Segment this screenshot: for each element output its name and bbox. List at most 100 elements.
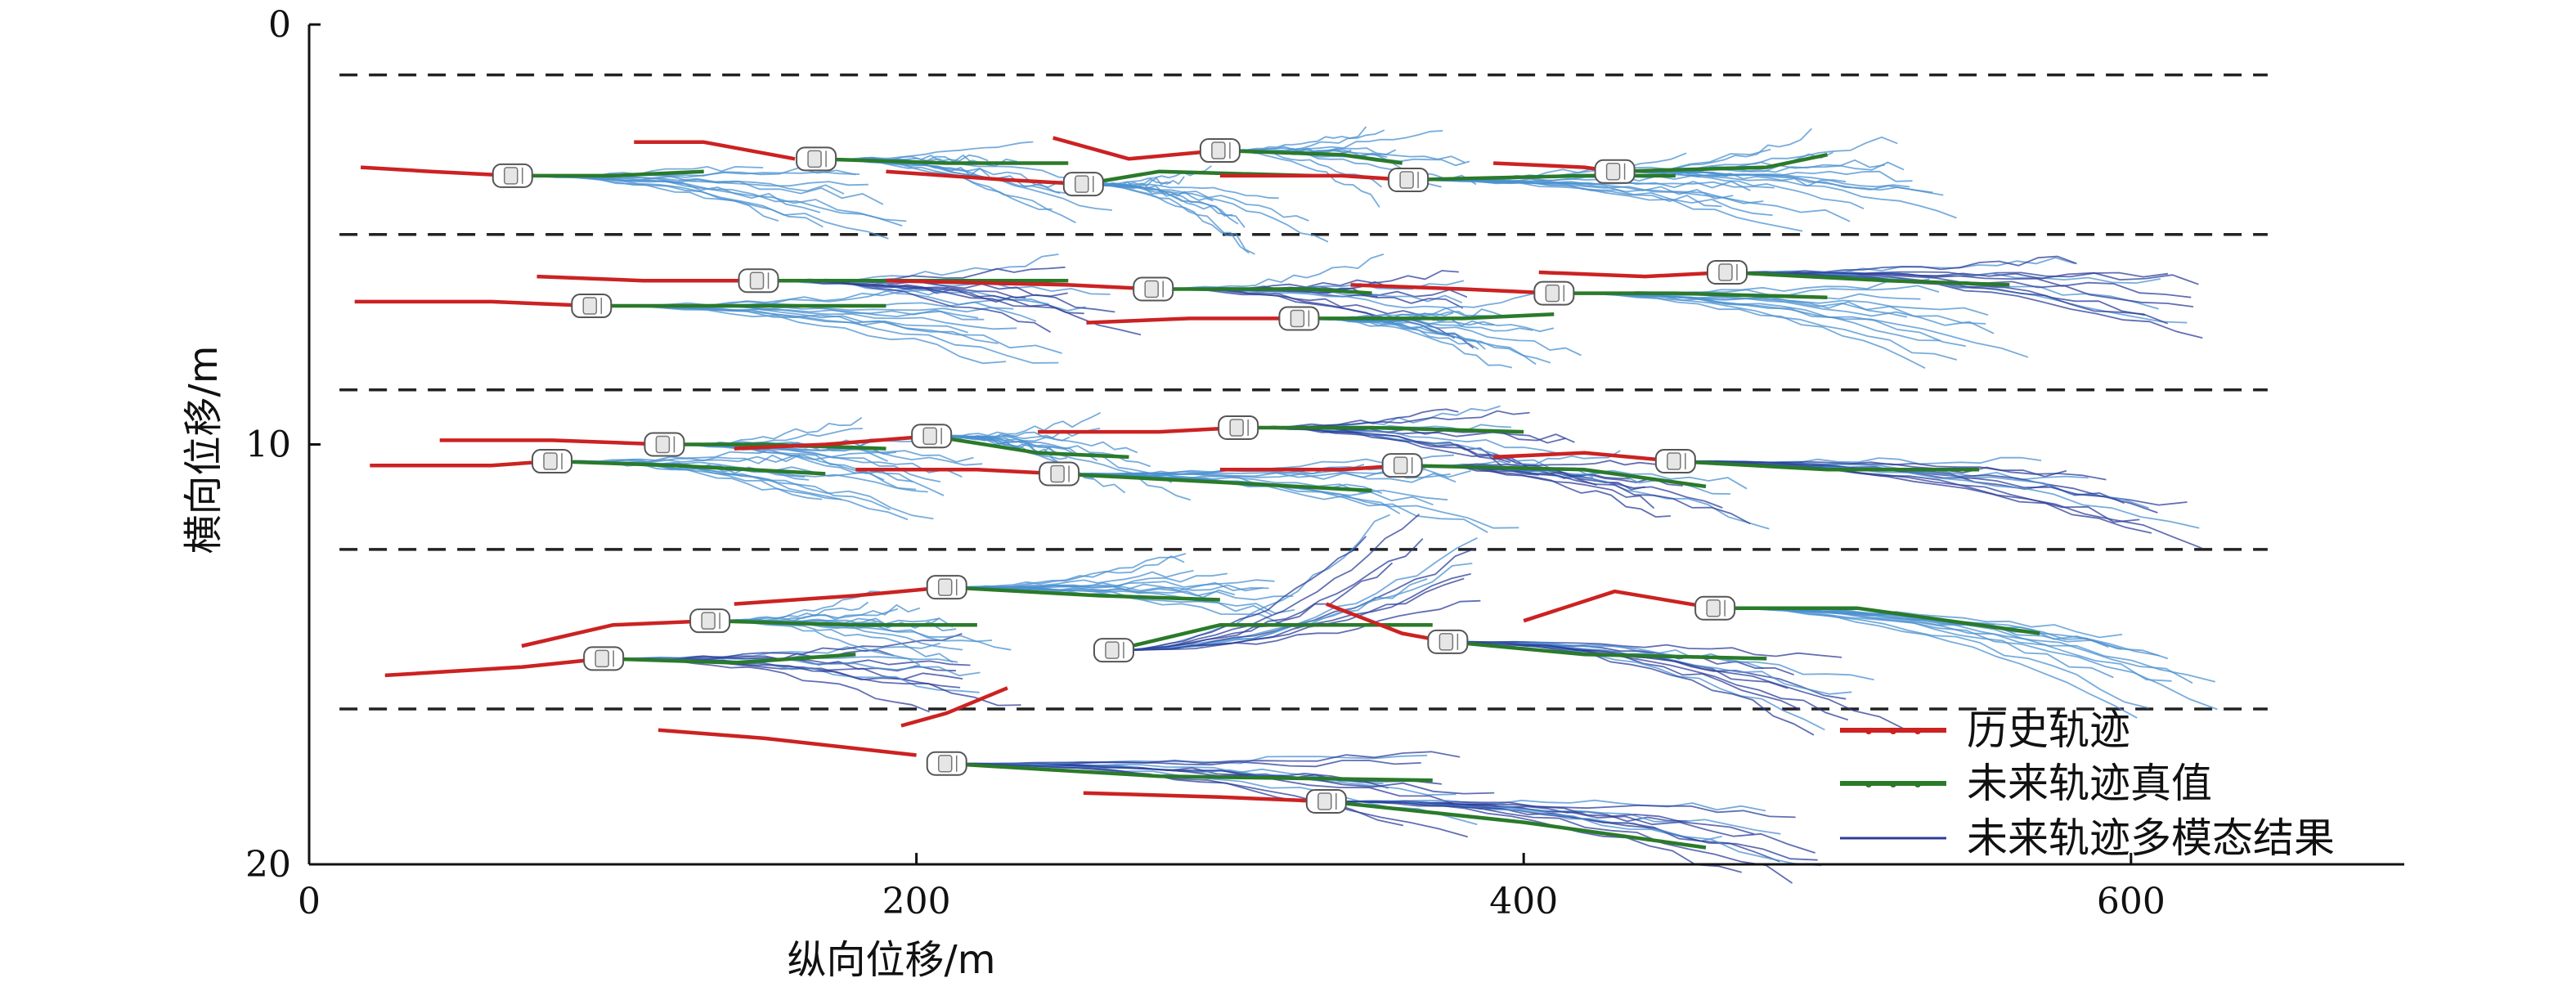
prediction-line (1408, 179, 1803, 232)
vehicle (1381, 453, 1423, 478)
legend-marker (1890, 781, 1896, 787)
vehicle (1305, 788, 1347, 814)
history-line (886, 169, 1084, 186)
truth-line (1614, 152, 1828, 173)
axes: 0 200 400 600 0 10 20 纵向位移/m 横向位移/m (181, 4, 2404, 983)
prediction-line (946, 762, 1469, 838)
prediction-line (816, 141, 1034, 160)
vehicle (926, 575, 967, 600)
history-line (1219, 463, 1402, 472)
y-tick-label: 20 (245, 844, 291, 886)
vehicle-cabin (1211, 141, 1226, 159)
truth-line (1554, 291, 1828, 300)
multimodal-predictions (512, 126, 2218, 884)
prediction-line (664, 443, 928, 493)
history-line (634, 140, 796, 161)
vehicle (689, 608, 731, 634)
prediction-line (1554, 292, 1958, 361)
history-line (734, 585, 947, 606)
truth-line (1113, 623, 1433, 653)
truth-line (1726, 270, 2010, 287)
vehicle (532, 449, 573, 474)
vehicle-cabin (1438, 633, 1454, 651)
vehicles (491, 138, 1748, 814)
prediction-line (758, 266, 1066, 282)
legend-marker (1890, 728, 1896, 734)
prediction-line (1554, 292, 1966, 348)
vehicle (1218, 415, 1259, 440)
vehicle-cabin (922, 427, 937, 445)
truth-line (1408, 173, 1676, 182)
vehicle-cabin (595, 649, 609, 668)
truth-line (931, 433, 1129, 460)
vehicle-cabin (582, 297, 598, 315)
vehicle-cabin (1144, 280, 1159, 298)
history-line (855, 468, 1060, 476)
vehicle (1694, 595, 1736, 621)
truth-line (710, 618, 977, 627)
vehicle (911, 424, 953, 449)
prediction-line (1726, 257, 2076, 274)
prediction-line (946, 751, 1461, 765)
legend-item-history: 历史轨迹 (1840, 707, 2130, 754)
x-axis-title: 纵向位移/m (788, 937, 996, 983)
truth-line (1083, 169, 1312, 186)
vehicle (1133, 276, 1174, 302)
truth-line (946, 761, 1433, 783)
truth-line (1326, 799, 1707, 850)
prediction-line (946, 754, 1428, 765)
y-tick-label: 10 (245, 424, 291, 466)
history-line (1350, 283, 1555, 295)
history-line (900, 686, 1008, 728)
prediction-line (1059, 473, 1401, 514)
vehicle (571, 294, 613, 319)
vehicle (1278, 306, 1320, 331)
history-line (1038, 425, 1239, 434)
lane-lines (339, 73, 2268, 711)
vehicle-cabin (1317, 792, 1332, 810)
prediction-line (1715, 607, 2218, 711)
vehicle-cabin (1718, 263, 1733, 281)
history-line (1538, 270, 1728, 279)
x-tick-label: 400 (1489, 881, 1558, 922)
truth-line (1058, 472, 1372, 493)
vehicle (1594, 159, 1636, 184)
prediction-line (1715, 607, 2160, 657)
prediction-line (1447, 640, 1905, 730)
history-line (734, 433, 932, 451)
vehicle (1533, 280, 1575, 306)
legend-history-markers (1865, 728, 1921, 734)
vehicle (1062, 172, 1104, 197)
legend-truth-label: 未来轨迹真值 (1967, 760, 2212, 807)
prediction-line (1113, 536, 1367, 651)
vehicle (1427, 629, 1469, 654)
vehicle (1706, 259, 1748, 285)
vehicle-cabin (937, 755, 953, 773)
truth-line (1153, 287, 1372, 295)
history-line (1083, 791, 1326, 804)
vehicle (1654, 449, 1696, 474)
prediction-line (710, 603, 921, 622)
vehicle-cabin (701, 612, 716, 630)
vehicle (491, 163, 533, 188)
vehicle-cabin (1290, 309, 1305, 328)
prediction-line (1447, 640, 1842, 658)
prediction-line (591, 305, 1062, 354)
vehicle (1388, 167, 1429, 192)
prediction-line (1083, 183, 1329, 243)
truth-line (1402, 463, 1707, 489)
truth-line (1715, 606, 2040, 635)
vehicle (644, 432, 685, 457)
prediction-line (1219, 129, 1385, 151)
vehicle-cabin (1545, 284, 1560, 303)
prediction-line (946, 585, 1272, 616)
legend-multimodal-label: 未来轨迹多模态结果 (1967, 814, 2335, 862)
legend-marker (1865, 728, 1872, 734)
x-tick-label: 600 (2097, 881, 2165, 922)
legend-marker (1914, 728, 1921, 734)
vehicle-cabin (1105, 641, 1120, 659)
history-line (1052, 136, 1221, 161)
vehicle-cabin (543, 452, 558, 470)
vehicle (583, 646, 625, 671)
prediction-line (1727, 255, 2077, 274)
